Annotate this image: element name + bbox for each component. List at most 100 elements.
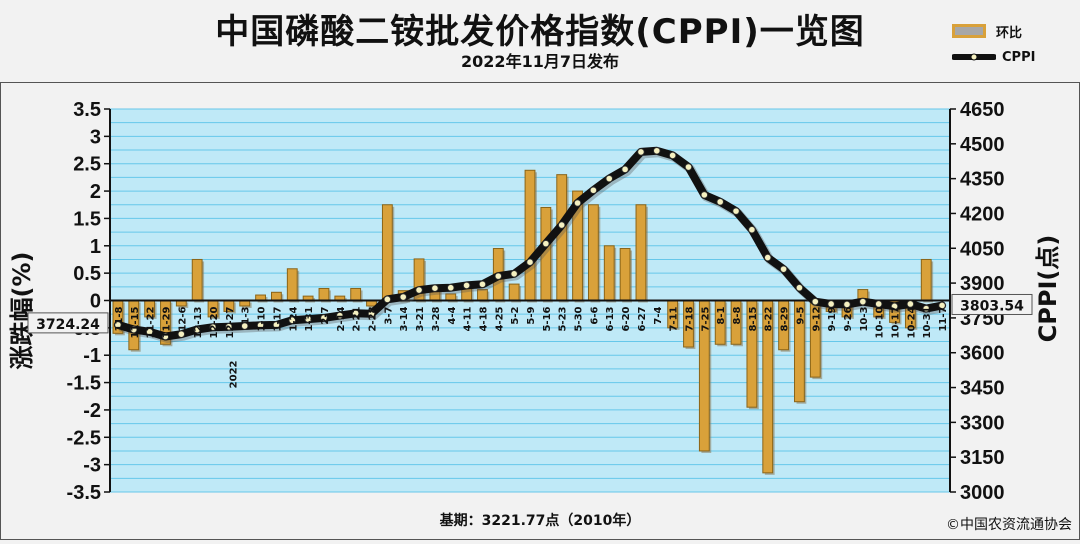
x-tick-label: 8-29 xyxy=(780,306,791,331)
bar xyxy=(635,204,647,301)
x-tick-label: 11-8 xyxy=(114,306,125,331)
bar xyxy=(191,258,203,301)
x-tick-label: 11-7 xyxy=(938,306,949,331)
x-tick-label: 6-20 xyxy=(621,306,632,331)
cppi-point xyxy=(209,323,217,331)
x-tick-label: 12-6 xyxy=(177,306,188,331)
x-tick-label: 11-22 xyxy=(146,306,157,338)
x-tick-label: 5-30 xyxy=(574,306,585,331)
y-tick-label-right: 4350 xyxy=(960,169,1005,191)
y-tick-label-left: -2.5 xyxy=(67,427,101,449)
cppi-point xyxy=(447,284,455,292)
cppi-point xyxy=(890,302,899,310)
y-tick-label-right: 3150 xyxy=(960,447,1005,469)
y-axis-title-right: CPPI(点) xyxy=(1034,235,1062,343)
cppi-point xyxy=(764,253,772,262)
chart-area: 3.532.521.510.50-0.5-1-1.5-2-2.5-3-3.546… xyxy=(0,83,1080,540)
y-tick-label-left: -3 xyxy=(83,455,101,477)
cppi-point xyxy=(859,298,867,306)
x-tick-label: 8-22 xyxy=(764,306,775,331)
cppi-point xyxy=(177,330,185,338)
y-tick-label-left: 3.5 xyxy=(73,99,101,121)
x-tick-label: 4-18 xyxy=(478,306,489,331)
cppi-point xyxy=(732,207,740,215)
base-note: 基期：3221.77点（2010年） xyxy=(439,513,641,529)
cppi-point xyxy=(415,286,423,294)
y-tick-label-right: 3600 xyxy=(960,343,1005,365)
x-tick-label: 10-10 xyxy=(875,306,886,338)
cppi-point xyxy=(637,148,645,156)
x-tick-label: 9-19 xyxy=(827,306,838,331)
cppi-point xyxy=(621,165,629,173)
x-tick-label: 5-16 xyxy=(542,306,553,331)
y-tick-label-left: 1.5 xyxy=(73,208,101,230)
x-tick-label: 2-21 xyxy=(352,306,363,331)
y-tick-label-right: 3300 xyxy=(960,412,1005,434)
cppi-point xyxy=(684,163,693,171)
cppi-point xyxy=(748,226,756,234)
x-tick-label: 11-15 xyxy=(130,306,141,338)
x-tick-label: 10-24 xyxy=(906,306,917,338)
x-year-label: 2022 xyxy=(229,360,240,388)
x-tick-label: 1-10 xyxy=(257,306,268,331)
x-tick-label: 8-8 xyxy=(732,306,743,324)
cppi-point xyxy=(558,221,566,229)
legend-line-swatch xyxy=(952,53,996,61)
cppi-point xyxy=(795,284,804,292)
cppi-point xyxy=(463,281,471,290)
cppi-point xyxy=(779,265,788,273)
y-tick-label-left: 3 xyxy=(90,126,101,148)
cppi-point xyxy=(542,240,550,248)
cppi-point xyxy=(811,298,819,306)
x-tick-label: 6-27 xyxy=(637,306,648,331)
start-value-box xyxy=(27,312,109,334)
cppi-point xyxy=(510,270,518,278)
bar xyxy=(350,287,362,302)
cppi-point xyxy=(827,300,835,308)
cppi-point xyxy=(288,316,296,324)
cppi-point xyxy=(716,198,724,206)
cppi-point xyxy=(922,305,930,313)
bar xyxy=(477,289,488,302)
header: 中国磷酸二铵批发价格指数(CPPI)一览图 2022年11月7日发布 环比 CP… xyxy=(0,0,1080,83)
cppi-point xyxy=(130,325,138,334)
y-tick-label-left: 2.5 xyxy=(73,154,101,176)
y-tick-label-right: 4050 xyxy=(960,238,1005,260)
bar xyxy=(619,248,631,301)
cppi-point xyxy=(700,191,708,199)
x-tick-label: 5-23 xyxy=(558,306,569,331)
cppi-point xyxy=(938,301,946,310)
end-value-box xyxy=(951,293,1033,315)
y-tick-label-left: 0 xyxy=(90,291,101,313)
x-tick-label: 3-14 xyxy=(399,306,410,331)
x-tick-label: 5-9 xyxy=(526,306,537,324)
x-tick-label: 9-5 xyxy=(795,306,806,324)
cppi-point xyxy=(352,309,360,317)
x-tick-label: 12-27 xyxy=(225,306,236,338)
x-tick-label: 1-24 xyxy=(288,306,299,331)
x-tick-label: 10-3 xyxy=(859,306,870,331)
cppi-point xyxy=(875,300,883,308)
bar xyxy=(381,204,393,301)
bar xyxy=(587,204,599,301)
y-tick-label-right: 3900 xyxy=(960,273,1005,295)
cppi-point xyxy=(589,186,597,194)
cppi-point xyxy=(431,284,439,292)
legend-item-line: CPPI xyxy=(952,46,1035,68)
x-tick-label: 6-13 xyxy=(605,306,616,331)
cppi-point xyxy=(843,300,851,309)
y-tick-label-left: -1 xyxy=(83,345,101,367)
cppi-point xyxy=(114,321,122,329)
y-tick-label-right: 4200 xyxy=(960,203,1005,225)
y-tick-label-right: 4650 xyxy=(960,99,1005,121)
bar xyxy=(524,169,536,301)
y-tick-label-left: 1 xyxy=(90,236,101,258)
cppi-point xyxy=(336,311,344,320)
x-tick-label: 7-4 xyxy=(653,306,664,324)
x-tick-label: 9-12 xyxy=(811,306,822,331)
bar xyxy=(920,258,932,301)
legend-item-bar: 环比 xyxy=(952,20,1022,42)
cppi-point xyxy=(320,314,328,322)
legend-bar-swatch xyxy=(952,24,986,38)
cppi-point xyxy=(225,323,233,331)
